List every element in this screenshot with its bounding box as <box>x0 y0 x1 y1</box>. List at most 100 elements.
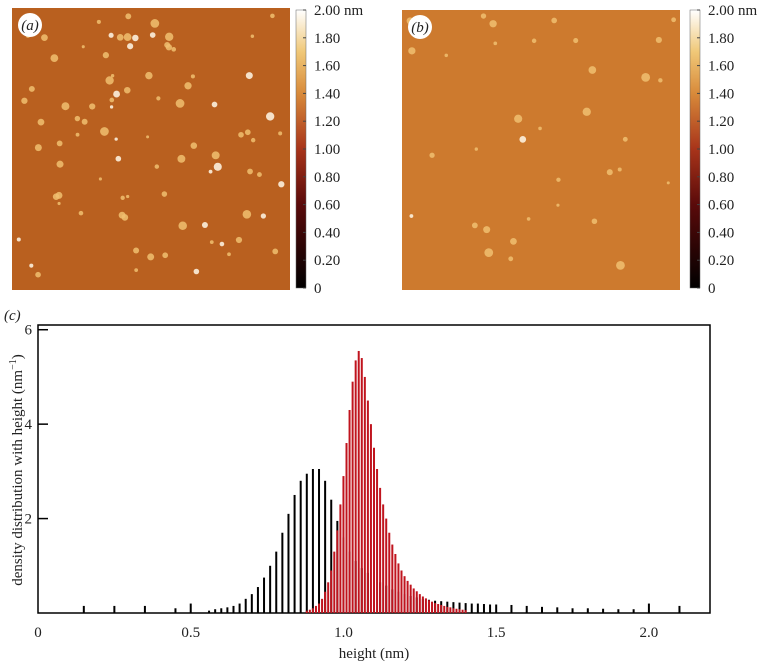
histogram-bar <box>305 473 308 613</box>
colorbar-tick-label: 0 <box>314 281 322 297</box>
histogram-bar <box>373 447 375 613</box>
panel-label: (a) <box>21 18 39 34</box>
afm-grain <box>132 34 139 42</box>
histogram-bar <box>250 594 253 613</box>
histogram-bar <box>437 604 440 613</box>
afm-grain <box>147 253 155 261</box>
colorbar-tick-label: 0.80 <box>708 170 734 186</box>
y-label-text: density distribution with height (nm <box>10 370 26 586</box>
afm-grain <box>113 90 120 98</box>
afm-grain <box>556 177 561 182</box>
histogram-bar <box>354 360 357 613</box>
histogram-bar <box>299 480 302 613</box>
histogram-bar <box>403 576 406 613</box>
afm-grain <box>444 53 449 58</box>
afm-grain <box>489 20 497 28</box>
y-tick-label: 2 <box>25 512 33 528</box>
afm-grain <box>190 142 198 149</box>
colorbar-tick-label: 0.40 <box>314 225 340 241</box>
colorbar-tick-label: 0.60 <box>314 198 340 214</box>
afm-grain <box>260 213 267 219</box>
afm-grain <box>556 203 560 207</box>
afm-grain <box>134 268 139 272</box>
panel-label-bg <box>18 13 42 37</box>
histogram-bar <box>385 518 388 613</box>
afm-grain <box>209 240 214 244</box>
afm-grain <box>641 72 651 82</box>
histogram-bar <box>269 565 272 613</box>
afm-grain <box>242 210 252 219</box>
afm-grain <box>35 271 41 278</box>
afm-grain <box>56 160 64 168</box>
afm-grain <box>250 137 256 143</box>
histogram-bar <box>464 610 467 613</box>
histogram-bar <box>311 469 314 613</box>
histogram-bar <box>327 582 330 613</box>
histogram-bar <box>220 608 223 613</box>
x-tick-label: 0 <box>34 625 42 641</box>
afm-grain <box>102 52 110 59</box>
afm-grain <box>41 34 48 42</box>
afm-grain <box>526 217 531 221</box>
histogram-bar <box>376 469 379 613</box>
afm-grain <box>118 211 126 219</box>
histogram-bar <box>382 504 385 613</box>
histogram-bar <box>412 588 415 613</box>
afm-grain <box>538 126 542 131</box>
histogram-bar <box>440 604 443 613</box>
histogram-bar <box>418 594 421 613</box>
colorbar-tick-label: 0.80 <box>314 170 340 186</box>
afm-grain <box>671 17 677 23</box>
histogram-bar <box>369 424 372 613</box>
histogram-bar <box>458 602 461 613</box>
afm-grain <box>100 127 109 136</box>
afm-grain <box>270 13 275 19</box>
colorbar-tick-label: 1.60 <box>314 59 340 75</box>
afm-grain <box>474 147 478 151</box>
histogram-bar <box>556 607 559 613</box>
afm-grain <box>81 45 85 49</box>
afm-grain <box>278 181 285 188</box>
colorbar-tick-label: 0.20 <box>314 253 340 269</box>
afm-grain <box>108 32 114 38</box>
histogram-bar <box>357 350 360 613</box>
colorbar-tick-label: 0.60 <box>708 198 734 214</box>
colorbar-tick-label: 1.60 <box>708 59 734 75</box>
afm-grain <box>250 34 255 38</box>
x-tick-label: 2.0 <box>640 625 659 641</box>
histogram-bar <box>452 608 455 613</box>
colorbar-tick-label: 1.00 <box>708 142 734 158</box>
histogram-bar <box>388 532 391 613</box>
afm-grain <box>211 101 218 108</box>
afm-grain <box>162 252 169 259</box>
colorbar-tick-label: 0 <box>708 281 716 297</box>
histogram-bar <box>443 605 446 613</box>
afm-grain <box>75 132 80 137</box>
histogram-bar <box>421 596 424 613</box>
afm-grain <box>21 97 28 104</box>
afm-grain <box>109 97 115 103</box>
histogram-bar <box>287 513 290 613</box>
afm-grain <box>56 140 63 147</box>
afm-grain <box>484 248 494 257</box>
afm-grain <box>154 164 160 169</box>
afm-grain <box>120 195 125 200</box>
afm-grain <box>123 33 132 41</box>
histogram-bar <box>571 608 574 613</box>
afm-grain <box>244 129 251 136</box>
afm-grain <box>247 168 253 175</box>
histogram-bar <box>678 605 681 613</box>
histogram-bar <box>305 610 308 613</box>
afm-grain <box>235 236 243 244</box>
afm-grain <box>175 99 185 108</box>
histogram-bar <box>397 563 400 613</box>
afm-grain <box>219 241 225 247</box>
histogram-bar <box>434 603 437 613</box>
afm-grain <box>74 115 81 122</box>
histogram-bar <box>351 381 354 613</box>
afm-grain <box>622 136 628 142</box>
x-axis-label: height (nm) <box>339 646 409 662</box>
histogram-bar <box>510 604 513 613</box>
histogram-bar <box>330 499 333 613</box>
afm-image-a <box>12 8 290 290</box>
